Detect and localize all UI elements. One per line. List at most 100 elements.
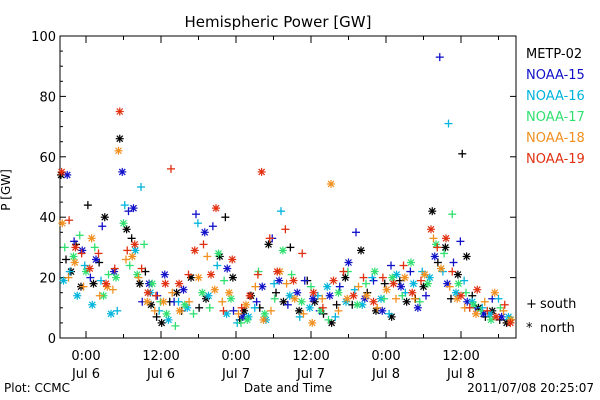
north-point bbox=[407, 258, 415, 267]
star-d2 bbox=[397, 283, 405, 291]
south-point bbox=[252, 297, 261, 306]
north-point bbox=[362, 291, 371, 300]
star-d2 bbox=[487, 316, 495, 324]
star-d2 bbox=[393, 271, 401, 279]
north-point bbox=[92, 255, 100, 264]
star-d2 bbox=[216, 253, 224, 260]
south-point bbox=[299, 309, 308, 318]
y-tick-label: 40 bbox=[39, 211, 56, 226]
star-d2 bbox=[432, 240, 440, 248]
star-d2 bbox=[187, 274, 195, 282]
star-d2 bbox=[175, 280, 183, 288]
star-d2 bbox=[298, 298, 306, 306]
north-point bbox=[164, 315, 173, 324]
star-d2 bbox=[330, 277, 337, 285]
x-tick-date: Jul 7 bbox=[296, 367, 325, 382]
star-d2 bbox=[468, 298, 476, 306]
north-point bbox=[159, 297, 168, 306]
north-point bbox=[353, 300, 362, 309]
south-point bbox=[277, 207, 285, 216]
south-point bbox=[415, 297, 424, 306]
star-d2 bbox=[492, 313, 500, 321]
star-d2 bbox=[246, 292, 254, 300]
star-d2 bbox=[424, 280, 432, 288]
south-point bbox=[110, 264, 119, 273]
star-d2 bbox=[116, 108, 124, 115]
star-d2 bbox=[160, 298, 167, 306]
star-d2 bbox=[358, 301, 366, 309]
south-point bbox=[65, 216, 74, 225]
star-d2 bbox=[291, 295, 299, 303]
star-d2 bbox=[148, 280, 156, 288]
star-d2 bbox=[427, 225, 435, 233]
south-point bbox=[435, 53, 444, 62]
south-point bbox=[108, 285, 117, 294]
star-d2 bbox=[195, 274, 202, 282]
south-point bbox=[137, 183, 145, 191]
star-d2 bbox=[260, 316, 267, 324]
south-point bbox=[70, 237, 79, 246]
x-tick-time: 0:00 bbox=[71, 349, 100, 364]
north-point bbox=[135, 279, 144, 288]
south-point bbox=[83, 201, 92, 210]
star-d2 bbox=[240, 307, 248, 315]
star-d2 bbox=[161, 280, 169, 288]
x-tick-date: Jul 8 bbox=[371, 367, 400, 382]
x-axis: 0:00 Jul 6 12:00 Jul 6 0:00 Jul 7 12:00 Jul 7 0:… bbox=[71, 36, 499, 382]
north-point bbox=[419, 282, 428, 291]
south-point bbox=[123, 246, 132, 255]
south-point bbox=[79, 282, 88, 291]
south-point bbox=[86, 273, 95, 282]
north-point bbox=[308, 318, 317, 327]
star-d2 bbox=[118, 168, 126, 176]
south-point bbox=[251, 282, 260, 291]
star-d2 bbox=[201, 228, 209, 236]
star-d2 bbox=[343, 295, 351, 303]
star-d2 bbox=[437, 265, 445, 272]
star-d2 bbox=[123, 225, 131, 233]
star-d2 bbox=[463, 298, 471, 306]
south-point bbox=[417, 276, 425, 285]
south-point bbox=[359, 273, 368, 282]
north-point bbox=[382, 285, 391, 294]
south-point bbox=[140, 240, 149, 249]
star-d2 bbox=[101, 213, 109, 221]
north-point bbox=[473, 285, 482, 294]
north-point bbox=[57, 167, 66, 176]
north-point bbox=[157, 318, 166, 327]
star-d2 bbox=[227, 295, 235, 303]
south-point bbox=[192, 210, 200, 219]
south-point bbox=[195, 303, 204, 312]
south-point bbox=[104, 270, 113, 279]
south-point bbox=[458, 149, 467, 158]
star-d2 bbox=[491, 289, 499, 297]
star-d2 bbox=[207, 271, 215, 279]
star-d2 bbox=[441, 243, 449, 251]
south-point bbox=[332, 300, 341, 309]
star-d2 bbox=[306, 304, 314, 312]
north-point bbox=[389, 279, 398, 288]
south-point bbox=[134, 273, 143, 282]
star-d2 bbox=[310, 289, 317, 297]
south-point bbox=[406, 267, 415, 276]
star-d2 bbox=[452, 289, 460, 297]
star-d2 bbox=[258, 168, 266, 176]
star-d2 bbox=[388, 274, 396, 282]
north-point bbox=[327, 179, 335, 188]
star-d2 bbox=[341, 274, 349, 282]
north-point bbox=[162, 309, 171, 318]
north-point bbox=[413, 303, 422, 312]
star-d2 bbox=[176, 307, 184, 315]
star-d2 bbox=[454, 271, 462, 279]
north-point bbox=[59, 276, 68, 285]
star-d2 bbox=[279, 246, 287, 254]
north-point bbox=[334, 288, 343, 297]
north-point bbox=[143, 297, 152, 306]
star-d2 bbox=[420, 283, 427, 291]
north-point bbox=[341, 273, 350, 282]
north-point bbox=[194, 273, 203, 282]
south-point bbox=[250, 303, 259, 312]
north-point bbox=[506, 318, 515, 327]
star-d2 bbox=[131, 246, 139, 254]
star-d2 bbox=[390, 280, 397, 288]
